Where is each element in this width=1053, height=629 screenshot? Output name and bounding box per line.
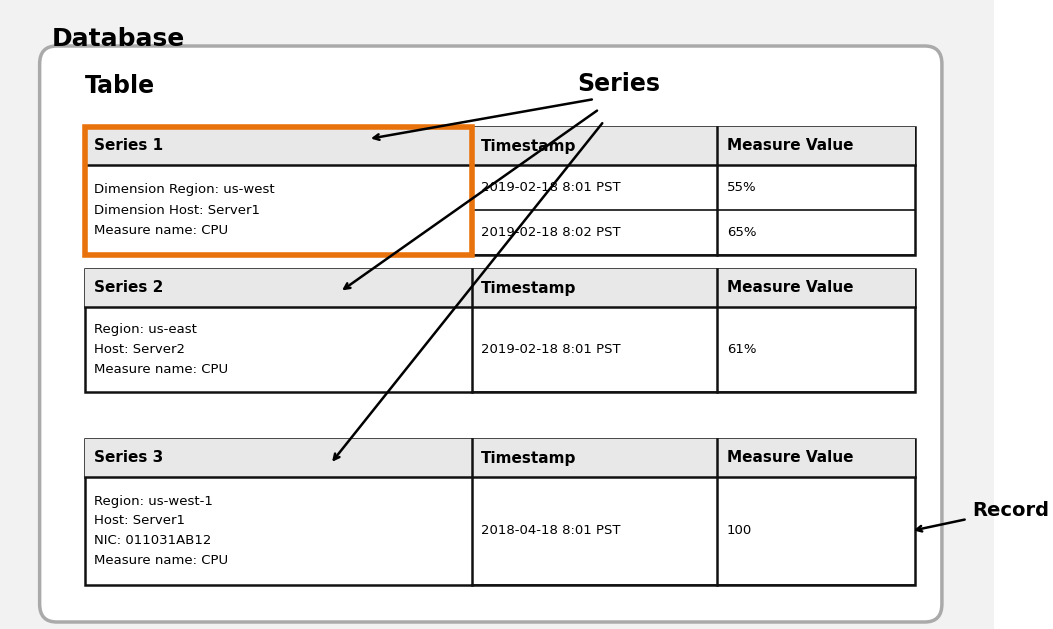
Text: Measure Value: Measure Value [727, 281, 853, 296]
Text: Series 2: Series 2 [95, 281, 164, 296]
Text: Timestamp: Timestamp [481, 281, 577, 296]
Text: Timestamp: Timestamp [481, 138, 577, 153]
Text: Series 1: Series 1 [95, 138, 163, 153]
Text: Measure Value: Measure Value [727, 450, 853, 465]
Bar [85, 439, 915, 477]
Text: Series: Series [578, 72, 660, 96]
Text: 2019-02-18 8:02 PST: 2019-02-18 8:02 PST [481, 226, 621, 239]
Text: Measure Value: Measure Value [727, 138, 853, 153]
Bar [85, 127, 915, 165]
Text: 2019-02-18 8:01 PST: 2019-02-18 8:01 PST [481, 343, 621, 356]
Text: 65%: 65% [727, 226, 756, 239]
Text: 2018-04-18 8:01 PST: 2018-04-18 8:01 PST [481, 525, 621, 538]
Text: Timestamp: Timestamp [481, 450, 577, 465]
Text: Series 3: Series 3 [95, 450, 163, 465]
Bar [85, 269, 915, 307]
Text: 55%: 55% [727, 181, 756, 194]
FancyBboxPatch shape [40, 46, 942, 622]
Text: Region: us-east
Host: Server2
Measure name: CPU: Region: us-east Host: Server2 Measure na… [95, 323, 229, 376]
Text: Dimension Region: us-west
Dimension Host: Server1
Measure name: CPU: Dimension Region: us-west Dimension Host… [95, 184, 275, 237]
Text: Record: Record [972, 501, 1049, 521]
Bar [85, 127, 915, 255]
Bar [85, 127, 472, 255]
Bar [85, 439, 915, 585]
Text: Region: us-west-1
Host: Server1
NIC: 011031AB12
Measure name: CPU: Region: us-west-1 Host: Server1 NIC: 011… [95, 494, 229, 567]
Bar [85, 269, 915, 392]
FancyBboxPatch shape [0, 0, 1000, 629]
Text: 2019-02-18 8:01 PST: 2019-02-18 8:01 PST [481, 181, 621, 194]
Text: 61%: 61% [727, 343, 756, 356]
Text: Table: Table [85, 74, 155, 98]
Text: 100: 100 [727, 525, 752, 538]
Text: Database: Database [52, 27, 185, 51]
